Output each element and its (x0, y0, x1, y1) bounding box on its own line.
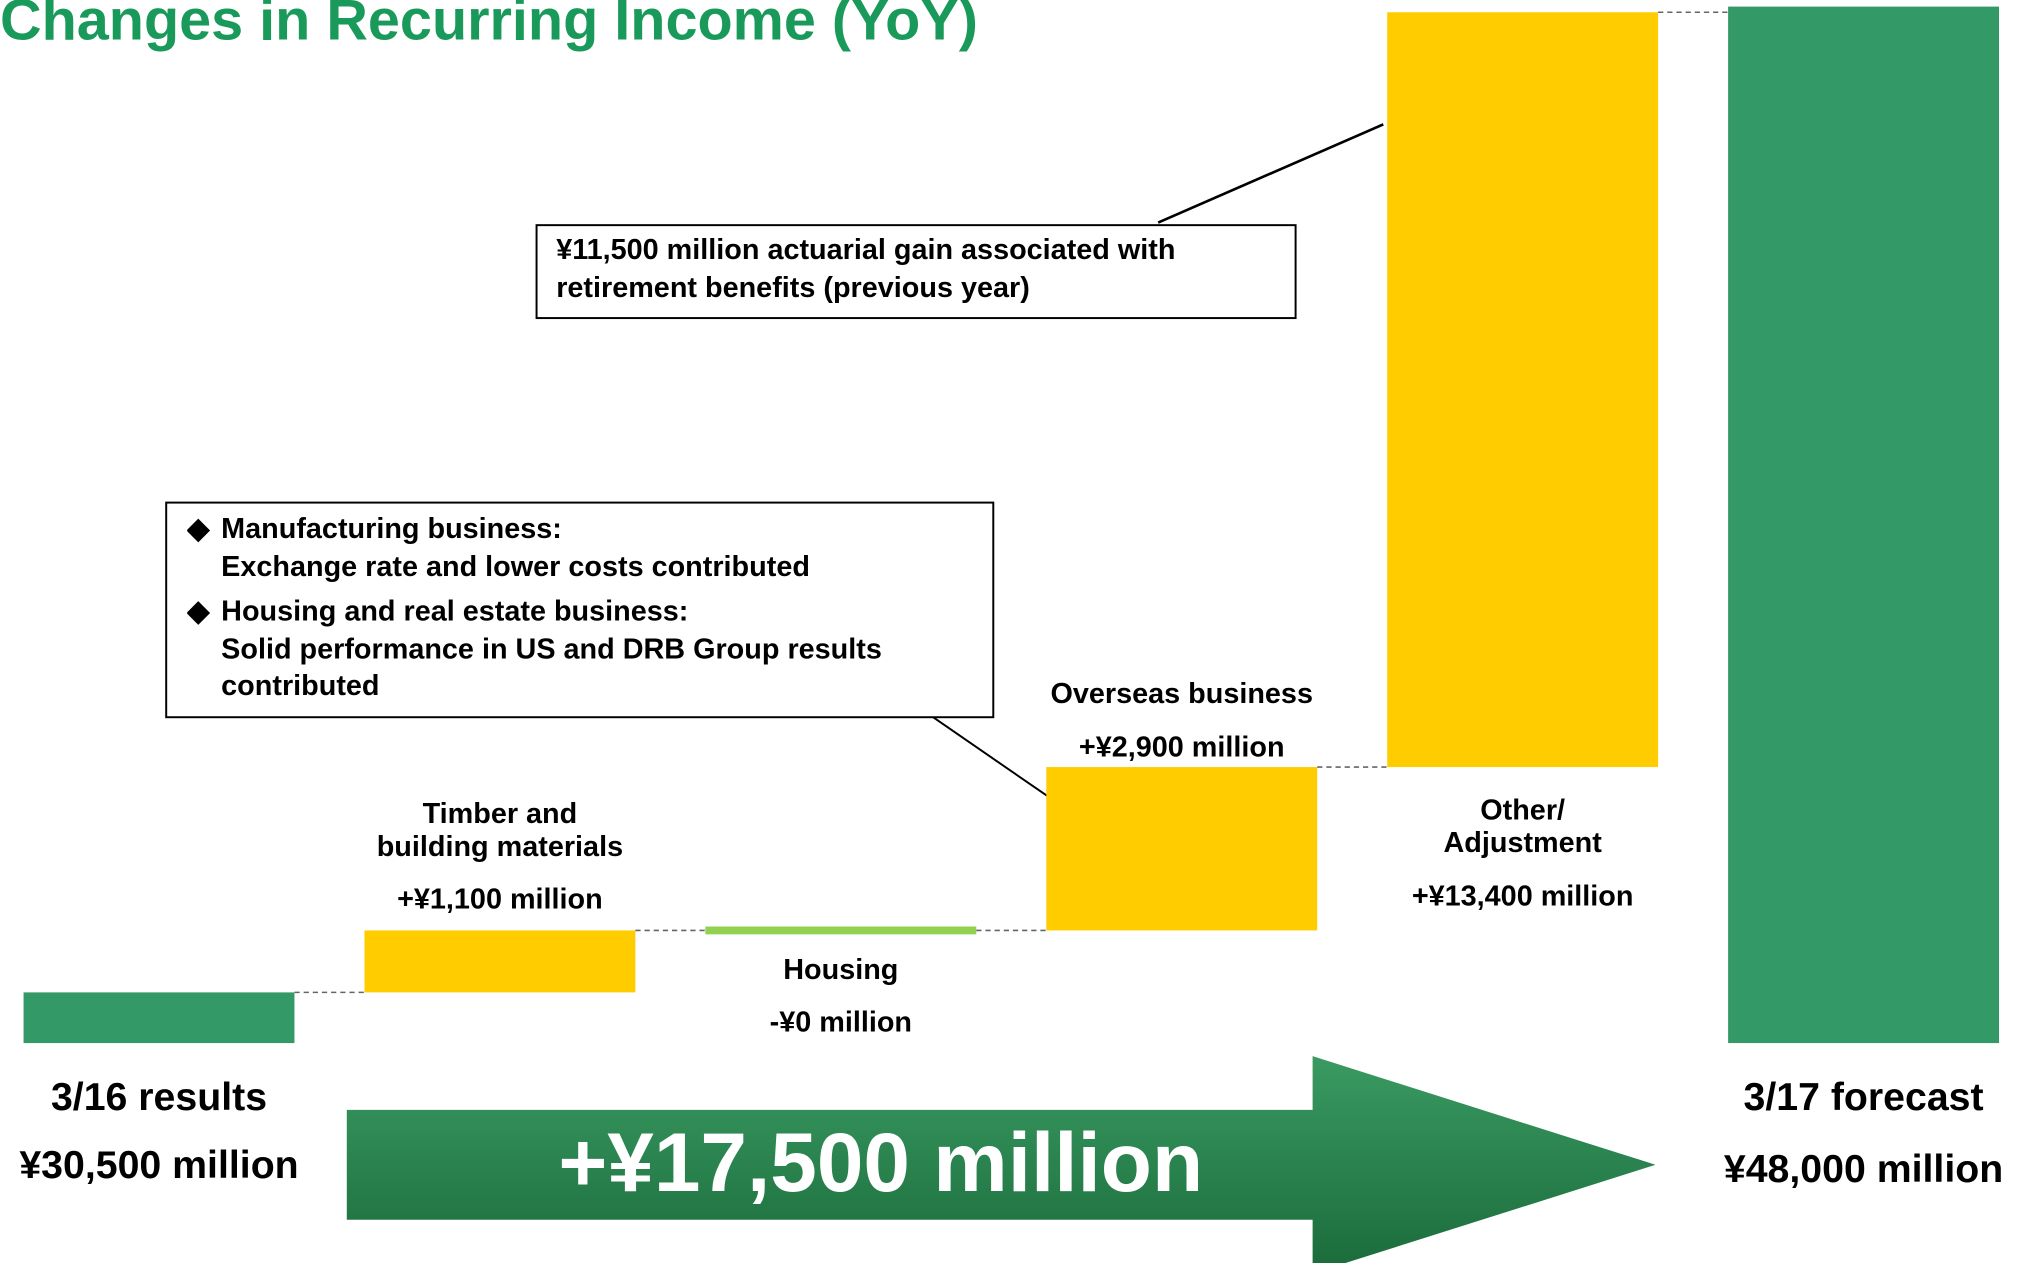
arrow-label: +¥17,500 million (558, 1115, 1203, 1209)
chart-title: Changes in Recurring Income (YoY) (0, 0, 978, 52)
bullet: ◆ (187, 511, 210, 545)
value-label: +¥2,900 million (1078, 730, 1285, 764)
callout-text: ¥11,500 million actuarial gain associate… (556, 233, 1176, 304)
category-label-box: Other/ Adjustment (1443, 793, 1602, 859)
category-label-box: 3/16 results (50, 1075, 268, 1119)
value-label: ¥30,500 million (19, 1143, 299, 1188)
callout-box (165, 501, 995, 719)
category-label-box: 3/17 forecast (1743, 1075, 1984, 1119)
category-label: Housing (783, 952, 899, 986)
value-label-box: +¥1,100 million (397, 882, 603, 915)
callout-heading: Manufacturing business: (221, 511, 562, 545)
value-label-box: -¥0 million (769, 1005, 913, 1038)
bar (23, 992, 295, 1044)
callout-item: ◆ Manufacturing business: Exchange rate an… (187, 510, 985, 585)
value-label: +¥13,400 million (1411, 879, 1634, 913)
value-label-box: +¥2,900 million (1078, 730, 1285, 764)
category-label-box: Timber and building materials (376, 797, 624, 863)
value-label-box: ¥48,000 million (1723, 1147, 2004, 1191)
bar (705, 926, 977, 935)
callout-body: Exchange rate and lower costs contribute… (221, 549, 810, 582)
callout: ¥11,500 million actuarial gain associate… (556, 233, 1176, 304)
category-label: 3/16 results (50, 1075, 268, 1119)
callout-item: ◆ Housing and real estate business: Solid … (187, 593, 985, 705)
callout-item-text: Housing and real estate business: Solid p… (221, 593, 985, 705)
bar (364, 930, 636, 993)
bar (1728, 6, 2000, 1044)
category-label-box: Housing (783, 952, 899, 986)
category-label-box: Overseas business (1050, 676, 1313, 710)
bar (1387, 12, 1659, 768)
value-label: +¥1,100 million (397, 882, 603, 915)
value-label: ¥48,000 million (1723, 1147, 2004, 1191)
value-label-box: ¥30,500 million (19, 1143, 299, 1188)
callout-list: ◆ Manufacturing business: Exchange rate an… (187, 510, 985, 705)
category-label: Other/ Adjustment (1443, 793, 1602, 859)
callout-body: Solid performance in US and DRB Group re… (221, 631, 882, 703)
category-label: 3/17 forecast (1743, 1075, 1984, 1119)
callout-item-text: Manufacturing business: Exchange rate and… (221, 510, 810, 585)
value-label: -¥0 million (769, 1005, 913, 1038)
callout-leader (932, 716, 1048, 797)
value-label-box: +¥13,400 million (1411, 879, 1634, 913)
total-change-arrow (346, 1056, 1656, 1263)
category-label: Overseas business (1050, 676, 1313, 710)
callout-heading: Housing and real estate business: (221, 594, 689, 628)
callout: ◆ Manufacturing business: Exchange rate an… (187, 510, 985, 705)
category-label: Timber and building materials (376, 797, 624, 863)
bar (1046, 767, 1318, 931)
callout-leader (1157, 123, 1384, 224)
callout-box (535, 224, 1297, 320)
bullet: ◆ (187, 594, 210, 628)
